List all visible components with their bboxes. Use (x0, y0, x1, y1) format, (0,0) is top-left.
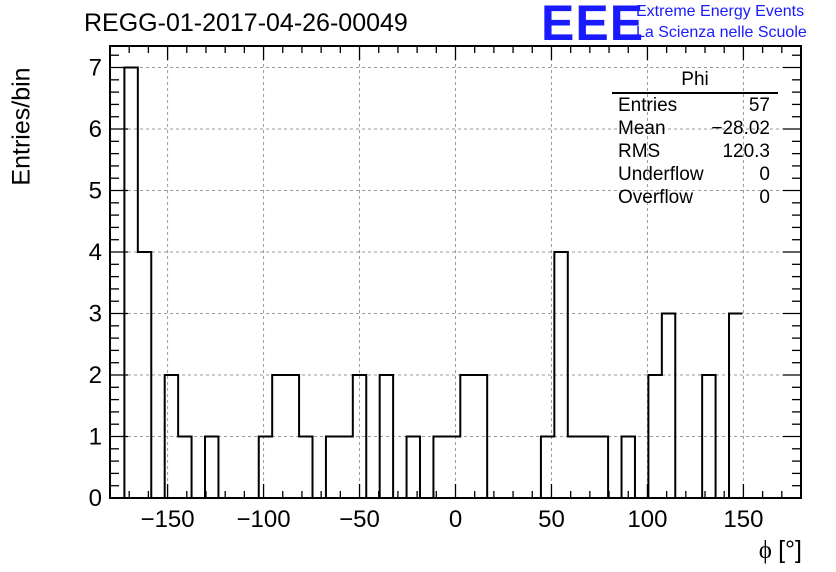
stats-key: RMS (618, 141, 661, 162)
y-tick-label: 1 (89, 424, 102, 451)
y-tick-label: 6 (89, 116, 102, 143)
histogram-bin (124, 68, 137, 498)
histogram-bin (568, 437, 581, 498)
stats-value: 120.3 (722, 141, 770, 162)
stats-row: Mean −28.02 (612, 117, 778, 140)
stats-box: Phi Entries 57 Mean −28.02 RMS 120.3 Und… (612, 70, 778, 209)
histogram-bin (474, 375, 487, 498)
x-tick-label: 50 (538, 506, 565, 533)
histogram-bin (729, 314, 742, 498)
stats-row: RMS 120.3 (612, 140, 778, 163)
stats-key: Underflow (618, 164, 704, 185)
histogram-bin (138, 252, 151, 498)
tick-labels: −150 −100 −50 0 50 100 150 0 1 2 3 4 5 6 7 (89, 55, 764, 533)
grid-lines (110, 46, 801, 498)
x-tick-label: 0 (449, 506, 462, 533)
stats-value: −28.02 (711, 118, 770, 139)
histogram-bin (272, 375, 285, 498)
histogram-bin (165, 375, 178, 498)
histogram-bin (286, 375, 299, 498)
stats-value: 0 (759, 187, 770, 208)
y-axis-label: Entries/bin (7, 67, 36, 186)
histogram-bin (662, 314, 675, 498)
histogram-bin (702, 375, 715, 498)
x-tick-label: 150 (723, 506, 763, 533)
stats-key: Mean (618, 118, 666, 139)
eee-logo: EEE (541, 0, 645, 51)
stats-title: Phi (612, 70, 778, 94)
histogram-bin (581, 437, 594, 498)
histogram-bin (407, 437, 420, 498)
histogram-bin (595, 437, 608, 498)
x-axis-unit: [°] (778, 536, 802, 564)
stats-row: Overflow 0 (612, 186, 778, 209)
x-tick-label: −50 (339, 506, 380, 533)
histogram-bin (326, 437, 339, 498)
x-axis-symbol: ϕ (758, 537, 772, 564)
y-tick-label: 2 (89, 362, 102, 389)
x-axis-label: ϕ [°] (759, 536, 802, 565)
y-tick-label: 4 (89, 239, 102, 266)
stats-key: Overflow (618, 187, 693, 208)
stats-row: Underflow 0 (612, 163, 778, 186)
stats-key: Entries (618, 95, 678, 116)
histogram-bin (259, 437, 272, 498)
stats-row: Entries 57 (612, 94, 778, 117)
y-tick-label: 0 (89, 485, 102, 512)
histogram-bin (622, 437, 635, 498)
y-axis-label-container: Entries/bin (2, 67, 42, 185)
chart-title: REGG-01-2017-04-26-00049 (84, 9, 408, 37)
y-tick-label: 3 (89, 301, 102, 328)
logo-line-2: La Scienza nelle Scuole (636, 24, 807, 41)
histogram-bin (339, 437, 352, 498)
plot-frame (109, 45, 802, 499)
histogram-bin (541, 437, 554, 498)
stats-value: 57 (748, 95, 770, 116)
y-tick-label: 7 (89, 55, 102, 82)
histogram-bin (353, 375, 366, 498)
x-tick-label: −150 (141, 506, 195, 533)
histogram-bin (648, 375, 661, 498)
stats-value: 0 (759, 164, 770, 185)
histogram-bin (460, 375, 473, 498)
x-tick-label: 100 (627, 506, 667, 533)
x-tick-label: −100 (237, 506, 291, 533)
histogram-bin (205, 437, 218, 498)
histogram-bin (447, 437, 460, 498)
y-tick-label: 5 (89, 178, 102, 205)
histogram-bin (554, 252, 567, 498)
histogram-bin (380, 375, 393, 498)
histogram-bin (178, 437, 191, 498)
histogram-bin (433, 437, 446, 498)
histogram-bin (299, 437, 312, 498)
logo-line-1: Extreme Energy Events (636, 3, 805, 20)
